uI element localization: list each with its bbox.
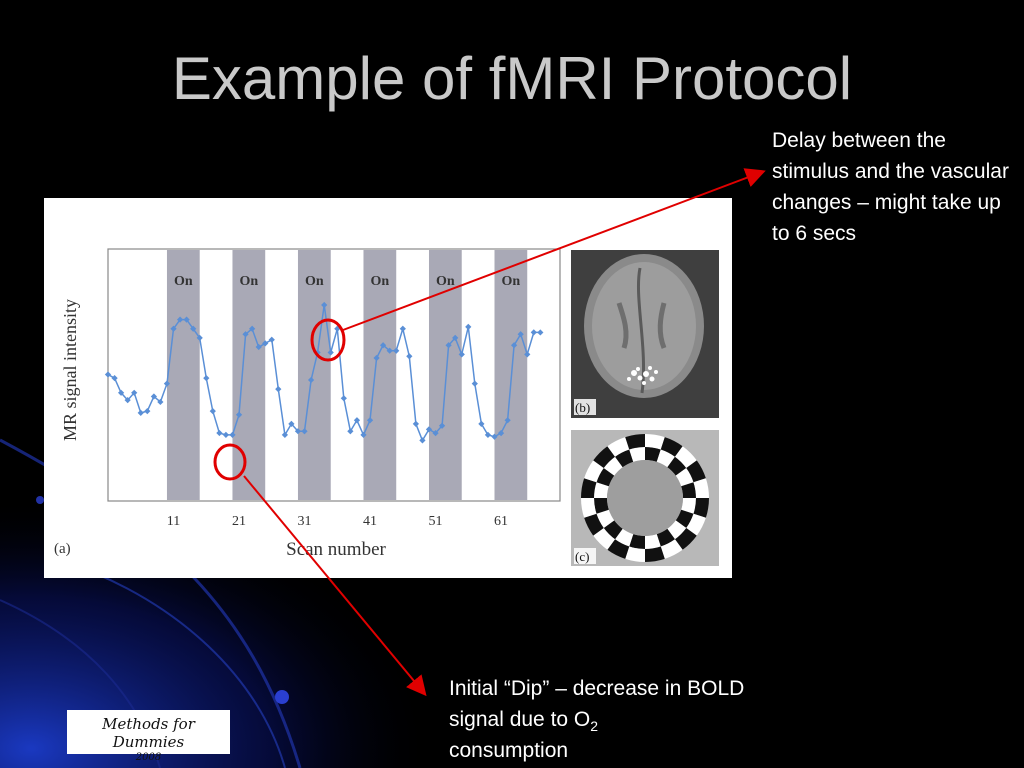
data-point <box>497 429 505 437</box>
checker-segment <box>660 437 683 457</box>
checker-segment <box>629 447 645 462</box>
data-point <box>432 429 439 437</box>
checker-segment <box>681 482 696 498</box>
initial-dip-note: Initial “Dip” – decrease in BOLD signal … <box>449 673 749 766</box>
x-axis-label: Scan number <box>286 539 386 560</box>
slide-title: Example of fMRI Protocol <box>171 45 853 112</box>
data-point <box>124 396 131 404</box>
checker-segment <box>660 539 683 559</box>
checker-segment <box>674 527 697 550</box>
checker-segment <box>615 449 634 468</box>
checker-segment <box>693 498 709 518</box>
checker-segment <box>681 498 696 514</box>
panel-label-a: (a) <box>54 541 71 557</box>
checker-segment <box>615 528 634 547</box>
methods-for-dummies-logo: Methods for Dummies 2008 <box>67 710 230 763</box>
checker-segment <box>656 449 675 468</box>
on-block-1 <box>166 250 200 500</box>
checker-segment <box>667 520 687 540</box>
on-block-3 <box>297 250 331 500</box>
on-block-label-4: On <box>371 274 390 289</box>
checker-segment <box>674 446 697 469</box>
checker-segment <box>645 546 665 562</box>
x-tick-label: 21 <box>232 514 246 529</box>
data-point <box>275 386 282 393</box>
on-block-label-1: On <box>174 274 193 289</box>
x-tick-label: 31 <box>298 514 312 529</box>
panel-label-c: (c) <box>575 549 589 564</box>
data-point <box>425 426 433 433</box>
initial-dip-note-text: Initial “Dip” – decrease in BOLD signal … <box>449 677 745 731</box>
checker-segment <box>594 482 609 498</box>
data-point <box>196 334 203 342</box>
on-block-label-6: On <box>502 274 521 289</box>
x-tick-label: 51 <box>429 514 443 529</box>
checker-segment <box>645 447 661 462</box>
checker-segment <box>607 539 630 559</box>
checkerboard-stimulus: (c) <box>571 430 719 566</box>
on-block-label-5: On <box>436 274 455 289</box>
data-point <box>216 429 223 437</box>
checker-segment <box>593 527 616 550</box>
data-point <box>183 316 190 323</box>
checker-segment <box>629 534 645 549</box>
checker-segment <box>693 478 709 498</box>
brain-scan-image: (b) <box>571 250 719 418</box>
data-point <box>163 380 171 387</box>
checker-segment <box>675 509 694 528</box>
data-point <box>360 431 367 438</box>
logo-year: 2008 <box>135 752 162 763</box>
checker-segment <box>594 498 609 514</box>
on-block-label-3: On <box>305 274 324 289</box>
data-point <box>307 376 315 384</box>
data-point <box>170 325 177 332</box>
checker-segment <box>645 434 665 450</box>
checker-segment <box>645 534 661 549</box>
checker-segment <box>656 528 675 547</box>
panel-label-b: (b) <box>575 400 590 415</box>
logo-text: Methods for Dummies <box>102 715 195 751</box>
checker-segment <box>581 498 597 518</box>
y-axis-label: MR signal intensity <box>60 299 80 441</box>
oxygen-subscript: 2 <box>590 718 599 735</box>
data-point <box>203 375 210 382</box>
checker-segment <box>686 460 706 483</box>
data-point <box>478 420 485 428</box>
data-point <box>452 334 459 342</box>
on-block-label-2: On <box>239 274 258 289</box>
data-point <box>190 325 197 332</box>
data-point <box>419 437 426 444</box>
x-tick-label: 61 <box>494 514 508 529</box>
figure-panel: On On On On On On 11 21 31 41 51 61 MR signal inte… <box>44 198 732 578</box>
checker-segment <box>625 546 645 562</box>
checker-segment <box>584 513 604 536</box>
data-point <box>157 398 164 406</box>
checker-segment <box>593 446 616 469</box>
checker-segment <box>686 513 706 536</box>
data-point <box>458 351 465 358</box>
checker-segment <box>675 468 694 487</box>
checker-segment <box>584 460 604 483</box>
checker-segment <box>607 437 630 457</box>
checker-segment <box>581 478 597 498</box>
checker-segment <box>625 434 645 450</box>
checker-segment <box>603 520 623 540</box>
checker-segment <box>667 456 687 476</box>
x-tick-label: 41 <box>363 514 377 529</box>
data-point <box>209 407 216 415</box>
initial-dip-note-end: consumption <box>449 739 569 762</box>
checker-segment <box>596 509 615 528</box>
checker-segment <box>603 456 623 476</box>
data-point <box>438 422 446 429</box>
x-tick-label: 11 <box>167 514 180 529</box>
checker-segment <box>596 468 615 487</box>
delay-note: Delay between the stimulus and the vascu… <box>772 129 1009 245</box>
fmri-figure: On On On On On On 11 21 31 41 51 61 MR signal inte… <box>54 248 719 566</box>
